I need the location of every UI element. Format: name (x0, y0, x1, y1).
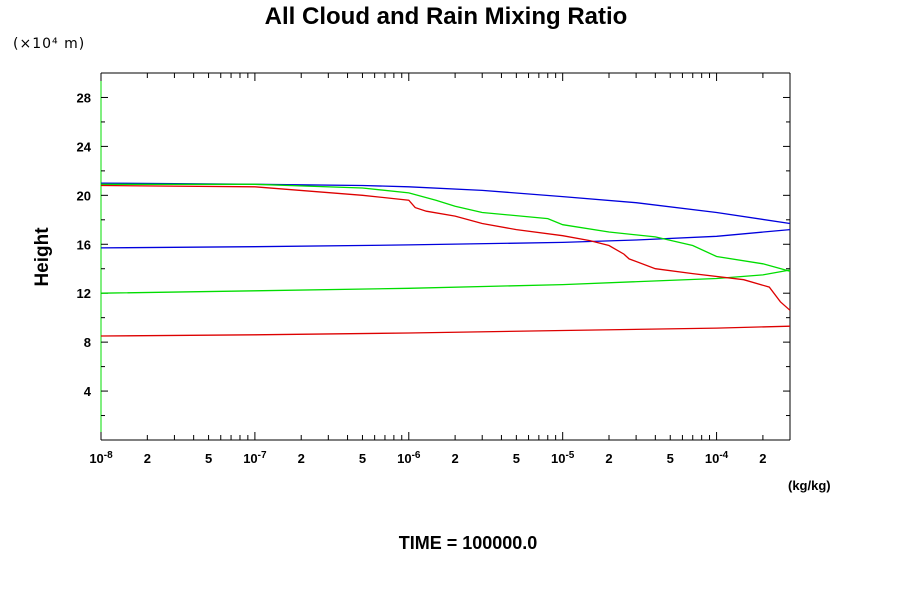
x-unit-label: (kg/kg) (788, 478, 831, 493)
y-tick-label: 12 (77, 286, 91, 301)
series-line (100, 184, 791, 311)
y-unit-label: (×10⁴ m) (13, 36, 85, 52)
x-tick-label: 10-4 (705, 450, 729, 466)
x-tick-label: 10-5 (551, 450, 575, 466)
series-line (101, 183, 791, 272)
y-axis-label: Height (32, 227, 53, 287)
x-minor-tick-label: 2 (144, 451, 151, 466)
series-line (100, 325, 791, 337)
x-tick-label: 10-8 (89, 450, 113, 466)
y-tick-label: 4 (84, 384, 92, 399)
x-tick-label: 10-7 (243, 450, 267, 466)
x-minor-tick-label: 5 (513, 451, 520, 466)
y-tick-label: 24 (77, 139, 92, 154)
chart-title: All Cloud and Rain Mixing Ratio (265, 3, 628, 30)
x-minor-tick-label: 2 (759, 451, 766, 466)
plot-area: 4 8 12 16 20 24 28 10-8 10-7 10-6 10-5 10-4 2 5 2 5 2 5 2 5… (77, 72, 791, 466)
y-tick-label: 20 (77, 188, 91, 203)
series-line (100, 182, 791, 225)
x-minor-tick-label: 5 (359, 451, 366, 466)
x-minor-tick-label: 2 (298, 451, 305, 466)
x-minor-tick-label: 2 (605, 451, 612, 466)
x-minor-tick-label: 5 (205, 451, 212, 466)
y-tick-label: 28 (77, 90, 91, 105)
series-line (100, 228, 791, 249)
footer-time-label: TIME = 100000.0 (399, 533, 538, 553)
x-minor-tick-label: 5 (667, 451, 674, 466)
series-line (100, 269, 791, 294)
y-tick-label: 16 (77, 237, 91, 252)
y-tick-label: 8 (84, 335, 91, 350)
x-minor-tick-label: 2 (451, 451, 458, 466)
x-tick-label: 10-6 (397, 450, 421, 466)
